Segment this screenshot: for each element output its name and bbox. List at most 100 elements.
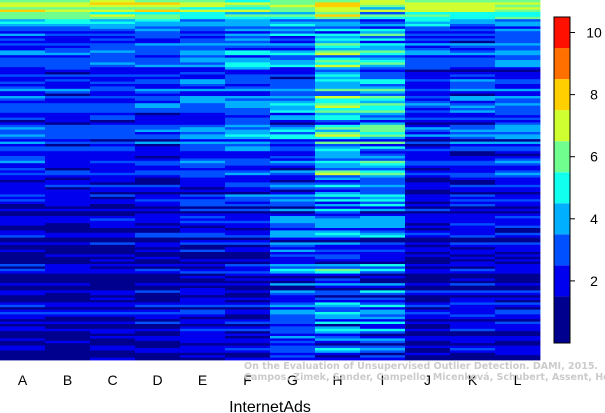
heatmap-cell bbox=[0, 148, 46, 152]
heatmap-cell bbox=[405, 290, 451, 294]
heatmap-cell bbox=[0, 170, 46, 174]
heatmap-cell bbox=[0, 192, 46, 195]
heatmap-cell bbox=[45, 216, 91, 219]
heatmap-cell bbox=[0, 163, 46, 166]
heatmap-cell bbox=[405, 201, 451, 205]
heatmap-cell bbox=[135, 324, 181, 327]
heatmap-cell bbox=[405, 38, 451, 42]
heatmap-cell bbox=[270, 103, 316, 106]
heatmap-cell bbox=[450, 177, 496, 181]
heatmap-cell bbox=[270, 304, 316, 308]
heatmap-cell bbox=[405, 36, 451, 39]
heatmap-cell bbox=[0, 36, 46, 39]
heatmap-cell bbox=[405, 127, 451, 130]
heatmap-cell bbox=[180, 302, 226, 306]
heatmap-cell bbox=[90, 261, 136, 265]
heatmap-cell bbox=[270, 33, 316, 37]
heatmap-cell bbox=[405, 338, 451, 342]
heatmap-cell bbox=[450, 132, 496, 135]
heatmap-cell bbox=[315, 98, 361, 102]
heatmap-cell bbox=[0, 45, 46, 49]
heatmap-cell bbox=[135, 307, 181, 310]
heatmap-cell bbox=[0, 187, 46, 190]
heatmap-cell bbox=[225, 151, 271, 154]
heatmap-cell bbox=[360, 112, 406, 116]
heatmap-cell bbox=[495, 340, 541, 344]
heatmap-cell bbox=[360, 36, 406, 39]
heatmap-cell bbox=[450, 343, 496, 346]
heatmap-cell bbox=[180, 12, 226, 15]
heatmap-cell bbox=[450, 165, 496, 169]
heatmap-cell bbox=[450, 48, 496, 51]
heatmap-cell bbox=[495, 24, 541, 27]
heatmap-cell bbox=[225, 31, 271, 34]
heatmap-cell bbox=[225, 184, 271, 188]
heatmap-cell bbox=[135, 273, 181, 277]
heatmap-cell bbox=[405, 7, 451, 10]
heatmap-cell bbox=[450, 21, 496, 25]
heatmap-cell bbox=[360, 256, 406, 260]
heatmap-cell bbox=[0, 355, 46, 358]
heatmap-cell bbox=[0, 14, 46, 18]
heatmap-cell bbox=[270, 254, 316, 258]
heatmap-cell bbox=[135, 228, 181, 231]
heatmap-cell bbox=[0, 316, 46, 320]
heatmap-cell bbox=[495, 278, 541, 282]
heatmap-cell bbox=[45, 16, 91, 20]
heatmap-cell bbox=[315, 213, 361, 217]
heatmap-cell bbox=[135, 12, 181, 15]
heatmap-cell bbox=[315, 196, 361, 200]
heatmap-cell bbox=[315, 249, 361, 253]
heatmap-cell bbox=[45, 290, 91, 294]
heatmap-cell bbox=[450, 175, 496, 178]
heatmap-cell bbox=[180, 357, 226, 361]
heatmap-cell bbox=[225, 26, 271, 30]
heatmap-cell bbox=[180, 252, 226, 255]
heatmap-cell bbox=[90, 256, 136, 260]
x-tick-label: F bbox=[243, 372, 252, 388]
heatmap-cell bbox=[135, 146, 181, 150]
heatmap-cell bbox=[180, 220, 226, 224]
heatmap-cell bbox=[0, 254, 46, 258]
heatmap-cell bbox=[90, 254, 136, 258]
heatmap-cell bbox=[360, 307, 406, 310]
heatmap-cell bbox=[495, 230, 541, 234]
heatmap-cell bbox=[225, 86, 271, 90]
heatmap-cell bbox=[135, 271, 181, 274]
heatmap-cell bbox=[270, 196, 316, 200]
heatmap-cell bbox=[495, 64, 541, 68]
heatmap-cell bbox=[405, 115, 451, 118]
heatmap-cell bbox=[135, 38, 181, 42]
heatmap-cell bbox=[405, 100, 451, 104]
heatmap-cell bbox=[405, 103, 451, 106]
heatmap-cell bbox=[270, 19, 316, 22]
heatmap-cell bbox=[45, 340, 91, 344]
heatmap-cell bbox=[270, 139, 316, 142]
heatmap-cell bbox=[180, 280, 226, 284]
heatmap-cell bbox=[405, 98, 451, 102]
heatmap-cell bbox=[0, 108, 46, 111]
heatmap-cell bbox=[405, 93, 451, 97]
heatmap-cell bbox=[315, 297, 361, 301]
heatmap-cell bbox=[135, 50, 181, 54]
heatmap-cell bbox=[405, 168, 451, 171]
heatmap-cell bbox=[405, 4, 451, 8]
heatmap-cell bbox=[405, 86, 451, 90]
heatmap-cell bbox=[180, 4, 226, 8]
heatmap-cell bbox=[405, 0, 451, 3]
heatmap-cell bbox=[225, 38, 271, 42]
heatmap-cell bbox=[90, 100, 136, 104]
heatmap-cell bbox=[0, 213, 46, 217]
x-tick-label: K bbox=[468, 372, 478, 388]
heatmap-cell bbox=[90, 292, 136, 296]
heatmap-cell bbox=[180, 9, 226, 13]
heatmap-cell bbox=[360, 213, 406, 217]
heatmap-cell bbox=[225, 194, 271, 198]
heatmap-cell bbox=[0, 0, 46, 3]
heatmap-cell bbox=[360, 96, 406, 99]
heatmap-cell bbox=[450, 211, 496, 214]
heatmap-cell bbox=[0, 292, 46, 296]
heatmap-cell bbox=[360, 81, 406, 85]
heatmap-cell bbox=[495, 259, 541, 262]
heatmap-cell bbox=[450, 278, 496, 282]
